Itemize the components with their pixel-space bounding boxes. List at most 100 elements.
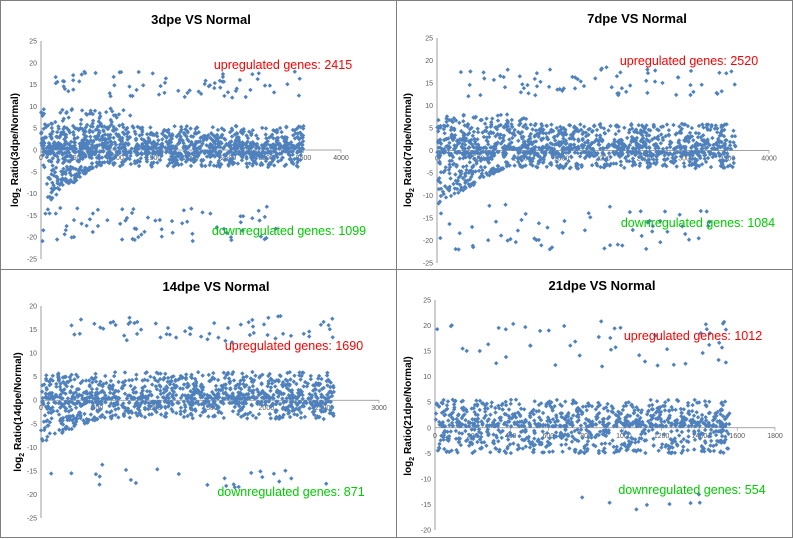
data-point [608,243,612,247]
data-point [594,133,598,137]
data-point [679,411,683,415]
data-point [145,132,149,136]
y-tick-label: 10 [425,103,433,110]
data-point [582,84,586,88]
data-point [544,124,548,128]
data-point [649,398,653,402]
data-point [84,224,88,228]
data-point [136,235,140,239]
data-point [179,406,183,410]
data-point [595,128,599,132]
data-point [196,370,200,374]
data-point [268,83,272,87]
data-point [113,323,117,327]
data-point [91,230,95,234]
data-point [66,89,70,93]
data-point [273,384,277,388]
data-point [285,82,289,86]
upregulated-label: upregulated genes: 2415 [214,58,352,72]
data-point [728,140,732,144]
data-point [203,82,207,86]
data-point [579,79,583,83]
data-point [695,410,699,414]
data-point [447,222,451,226]
data-point [127,401,131,405]
data-point [79,222,83,226]
data-point [503,203,507,207]
y-tick-label: 10 [29,104,37,111]
data-point [145,389,149,393]
scatter-chart-3dpe: 3dpe VS Normal-25-20-15-10-5051015202505… [1,1,398,271]
x-tick-label: 0 [433,433,437,440]
data-point [510,118,514,122]
data-point [265,333,269,337]
data-point [663,400,667,404]
data-point [723,399,727,403]
upregulated-label: upregulated genes: 1690 [225,339,363,353]
data-point [488,413,492,417]
data-point [672,363,676,367]
data-point [454,247,458,251]
data-point [625,136,629,140]
data-point [700,83,704,87]
data-point [39,428,43,432]
data-point [112,83,116,87]
data-point [303,415,307,419]
data-point [444,165,448,169]
y-axis-label-log: log [13,457,24,472]
data-point [663,209,667,213]
y-tick-label: 0 [33,398,37,405]
data-point [502,75,506,79]
data-point [105,410,109,414]
data-point [516,228,520,232]
data-point [69,323,73,327]
data-point [185,220,189,224]
data-point [54,211,58,215]
data-point [602,246,606,250]
data-point [77,79,81,83]
y-tick-label: -10 [27,191,37,198]
y-tick-label: -25 [27,516,37,523]
data-point [201,373,205,377]
data-point [96,208,100,212]
y-tick-label: -20 [27,235,37,242]
data-point [307,329,311,333]
data-point [538,329,542,333]
y-tick-label: 25 [423,298,431,305]
data-point [689,69,693,73]
data-point [130,211,134,215]
data-point [232,378,236,382]
data-point [141,83,145,87]
data-point [158,335,162,339]
data-point [537,221,541,225]
data-point [637,353,641,357]
data-point [499,113,503,117]
data-point [503,85,507,89]
data-point [438,236,442,240]
data-point [482,76,486,80]
data-point [182,208,186,212]
data-point [514,398,518,402]
y-tick-label: 15 [29,82,37,89]
data-point [716,358,720,362]
data-point [139,327,143,331]
data-point [206,414,210,418]
data-point [179,162,183,166]
data-point [72,332,76,336]
data-point [618,326,622,330]
data-point [448,176,452,180]
data-point [277,479,281,483]
data-point [482,135,486,139]
data-point [72,377,76,381]
data-point [460,346,464,350]
data-point [89,412,93,416]
data-point [458,231,462,235]
data-point [474,398,478,402]
y-tick-label: -25 [423,261,433,268]
data-point [446,399,450,403]
data-point [663,408,667,412]
data-point [645,133,649,137]
data-point [720,89,724,93]
data-point [478,408,482,412]
y-tick-label: -10 [423,193,433,200]
